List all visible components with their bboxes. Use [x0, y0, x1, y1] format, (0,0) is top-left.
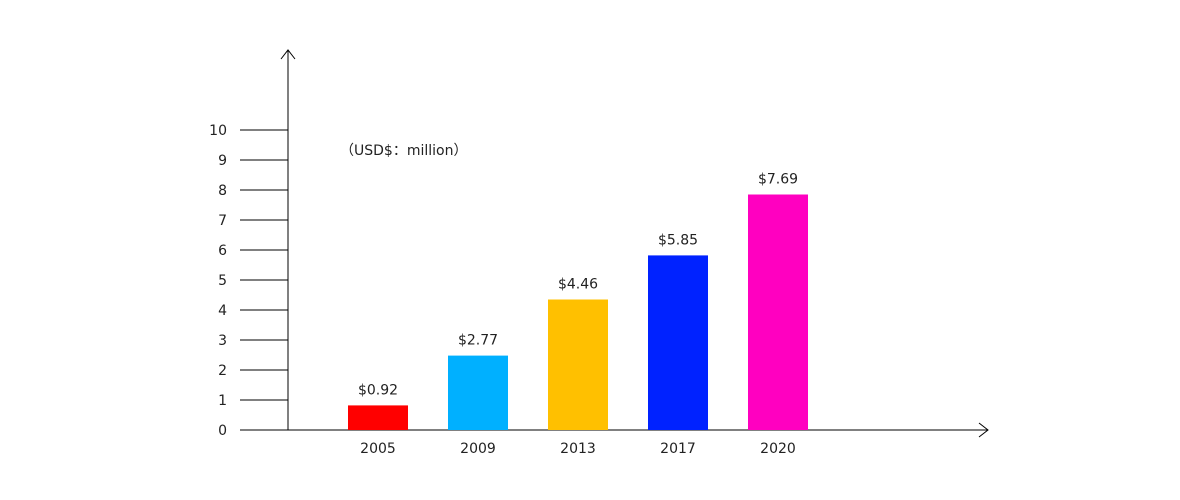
- x-category-label: 2013: [560, 441, 596, 457]
- bar: [748, 194, 808, 430]
- y-tick-label: 9: [218, 153, 227, 169]
- labels: 2005 $0.92 2009 $2.77 2013 $4.46 2017 $5.85 2020…: [358, 172, 798, 458]
- x-category-label: 2020: [760, 441, 796, 457]
- bar-data-label: $0.92: [358, 382, 398, 398]
- y-tick-label: 1: [218, 393, 227, 409]
- bar-data-label: $7.69: [758, 172, 798, 188]
- bar-data-label: $5.85: [658, 232, 698, 248]
- bars: [348, 194, 808, 430]
- unit-note: （USD$：million）: [340, 143, 467, 159]
- y-tick-label: 4: [218, 303, 227, 319]
- x-category-label: 2005: [360, 441, 396, 457]
- y-tick-label: 2: [218, 363, 227, 379]
- axes: [280, 49, 989, 438]
- bar-data-label: $2.77: [458, 333, 498, 349]
- x-axis-arrow: [978, 422, 989, 438]
- y-tick-label: 8: [218, 183, 227, 199]
- y-tick-label: 10: [209, 123, 227, 139]
- x-category-label: 2009: [460, 441, 496, 457]
- y-tick-label: 0: [218, 423, 227, 439]
- bar: [548, 299, 608, 430]
- x-category-label: 2017: [660, 441, 696, 457]
- y-axis-ticks: 0 1 2 3 4 5 6 7 8 9 10: [209, 123, 288, 439]
- y-tick-label: 7: [218, 213, 227, 229]
- y-axis-arrow: [280, 49, 296, 60]
- bar: [348, 405, 408, 430]
- y-tick-label: 6: [218, 243, 227, 259]
- bar-data-label: $4.46: [558, 277, 598, 293]
- bar: [448, 355, 508, 430]
- y-tick-label: 5: [218, 273, 227, 289]
- bar: [648, 255, 708, 430]
- y-tick-label: 3: [218, 333, 227, 349]
